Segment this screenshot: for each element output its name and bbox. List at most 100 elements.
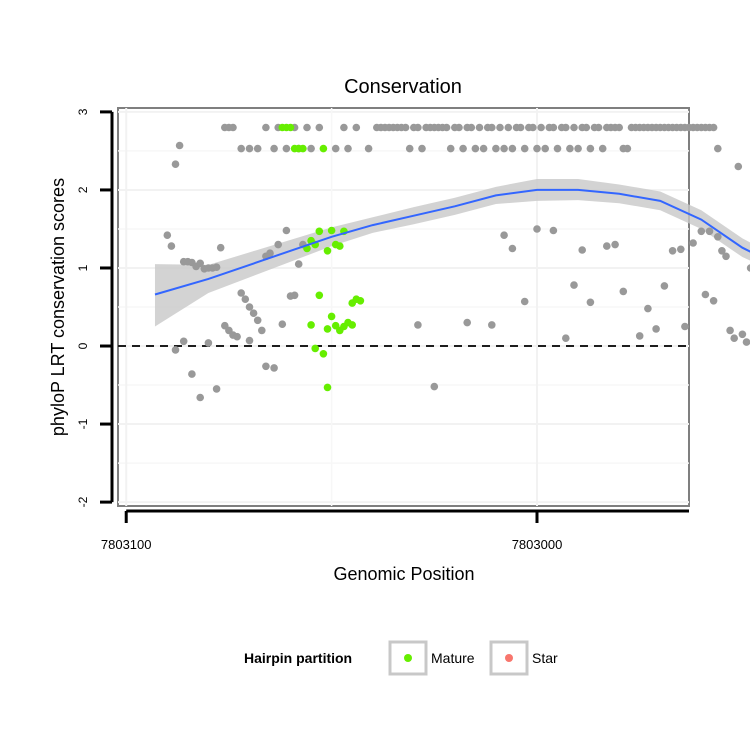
point-other bbox=[714, 233, 722, 241]
point-other bbox=[520, 144, 529, 153]
point-other bbox=[488, 321, 496, 329]
point-other bbox=[401, 123, 410, 132]
y-axis: -2 -1 0 1 2 3 bbox=[76, 108, 114, 507]
point-other bbox=[549, 123, 558, 132]
point-other bbox=[262, 362, 270, 371]
legend-marker-mature bbox=[404, 654, 412, 662]
point-mature bbox=[327, 226, 336, 235]
point-other bbox=[245, 336, 254, 345]
point-other bbox=[541, 144, 549, 153]
point-other bbox=[188, 370, 196, 378]
point-other bbox=[262, 123, 270, 132]
point-other bbox=[196, 393, 204, 402]
point-other bbox=[709, 297, 718, 305]
point-other bbox=[315, 123, 324, 132]
point-other bbox=[253, 316, 262, 325]
point-other bbox=[270, 144, 278, 153]
point-mature bbox=[319, 144, 328, 153]
legend: Hairpin partition Mature Star bbox=[244, 640, 558, 676]
legend-label-mature: Mature bbox=[431, 650, 475, 666]
point-other bbox=[475, 123, 484, 132]
point-other bbox=[623, 144, 632, 153]
point-other bbox=[533, 144, 541, 153]
point-other bbox=[204, 339, 213, 347]
x-axis: 780310078030007802900 bbox=[101, 509, 689, 552]
point-other bbox=[488, 123, 496, 132]
x-axis-label: Genomic Position bbox=[333, 564, 474, 584]
point-other bbox=[344, 144, 352, 153]
point-other bbox=[594, 123, 603, 132]
point-mature bbox=[336, 242, 344, 250]
point-other bbox=[175, 141, 184, 150]
x-tick-label: 7803000 bbox=[512, 537, 563, 552]
point-other bbox=[212, 263, 221, 272]
point-other bbox=[709, 123, 718, 132]
point-other bbox=[598, 144, 607, 153]
y-tick-label: -2 bbox=[76, 496, 90, 507]
grid-lines bbox=[118, 108, 689, 506]
point-other bbox=[307, 144, 315, 153]
point-other bbox=[701, 290, 710, 299]
point-other bbox=[237, 144, 245, 153]
point-other bbox=[570, 123, 578, 132]
point-mature bbox=[319, 350, 328, 358]
point-other bbox=[533, 225, 541, 233]
point-other bbox=[537, 123, 545, 132]
y-tick-label: 2 bbox=[76, 186, 90, 193]
point-other bbox=[508, 244, 517, 253]
point-mature bbox=[323, 383, 332, 392]
point-other bbox=[331, 144, 340, 153]
point-other bbox=[730, 334, 738, 343]
point-other bbox=[570, 281, 578, 289]
point-other bbox=[282, 226, 291, 235]
point-other bbox=[471, 144, 480, 153]
y-tick-label: 3 bbox=[76, 108, 90, 115]
point-other bbox=[270, 364, 278, 372]
point-other bbox=[459, 144, 467, 153]
point-other bbox=[553, 144, 562, 153]
point-other bbox=[738, 330, 747, 339]
point-other bbox=[479, 144, 488, 153]
point-other bbox=[274, 240, 283, 249]
point-other bbox=[714, 144, 722, 153]
point-other bbox=[722, 252, 730, 261]
point-other bbox=[742, 338, 750, 346]
point-other bbox=[430, 382, 439, 391]
point-other bbox=[611, 240, 619, 249]
smooth-trend-line bbox=[154, 188, 750, 296]
point-other bbox=[405, 144, 414, 153]
point-other bbox=[278, 320, 287, 329]
point-other bbox=[282, 144, 291, 153]
y-tick-label: 1 bbox=[76, 264, 90, 271]
point-other bbox=[746, 264, 750, 272]
point-mature bbox=[348, 321, 357, 329]
legend-key-mature bbox=[388, 640, 428, 676]
point-other bbox=[253, 144, 262, 153]
point-mature bbox=[323, 247, 332, 255]
point-mature bbox=[323, 325, 332, 333]
point-other bbox=[216, 243, 225, 252]
point-other bbox=[241, 295, 250, 304]
point-other bbox=[212, 385, 221, 393]
point-other bbox=[504, 123, 513, 132]
point-other bbox=[586, 298, 595, 307]
point-other bbox=[266, 249, 274, 257]
point-other bbox=[500, 144, 508, 153]
point-other bbox=[574, 144, 582, 153]
point-other bbox=[303, 123, 311, 132]
point-mature bbox=[327, 312, 336, 321]
point-other bbox=[294, 260, 303, 268]
point-mature bbox=[356, 297, 365, 305]
chart-title: Conservation bbox=[344, 76, 462, 98]
point-other bbox=[492, 144, 500, 153]
point-other bbox=[660, 282, 669, 290]
point-other bbox=[167, 242, 176, 250]
point-mature bbox=[307, 321, 315, 329]
point-other bbox=[529, 123, 537, 132]
point-other bbox=[689, 239, 697, 247]
x-tick-label: 7803100 bbox=[101, 537, 152, 552]
point-other bbox=[163, 231, 172, 239]
legend-marker-star bbox=[505, 654, 513, 662]
point-other bbox=[171, 160, 180, 168]
point-other bbox=[566, 144, 574, 153]
